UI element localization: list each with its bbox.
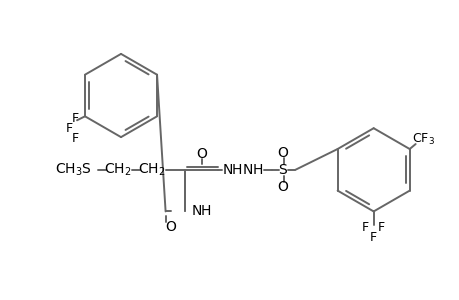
Text: F: F	[377, 221, 384, 234]
Text: $\mathregular{CH_2}$: $\mathregular{CH_2}$	[138, 162, 165, 178]
Text: $\mathregular{NH}$: $\mathregular{NH}$	[190, 204, 211, 218]
Text: $\mathregular{S}$: $\mathregular{S}$	[278, 163, 288, 177]
Text: $\mathregular{CH_2}$: $\mathregular{CH_2}$	[104, 162, 131, 178]
Text: F: F	[369, 231, 376, 244]
Text: $\mathregular{O}$: $\mathregular{O}$	[277, 146, 289, 160]
Text: $\mathregular{O}$: $\mathregular{O}$	[277, 180, 289, 194]
Text: $\mathregular{NHNH}$: $\mathregular{NHNH}$	[222, 163, 263, 177]
Text: F: F	[361, 221, 369, 234]
Text: $\mathregular{CH_3S}$: $\mathregular{CH_3S}$	[55, 162, 92, 178]
Text: F: F	[71, 112, 78, 125]
Text: $\mathregular{O}$: $\mathregular{O}$	[195, 147, 207, 161]
Text: $\mathregular{O}$: $\mathregular{O}$	[165, 220, 177, 234]
Text: F: F	[66, 122, 73, 135]
Text: F: F	[71, 132, 78, 145]
Text: $\mathregular{CF_3}$: $\mathregular{CF_3}$	[411, 132, 434, 147]
